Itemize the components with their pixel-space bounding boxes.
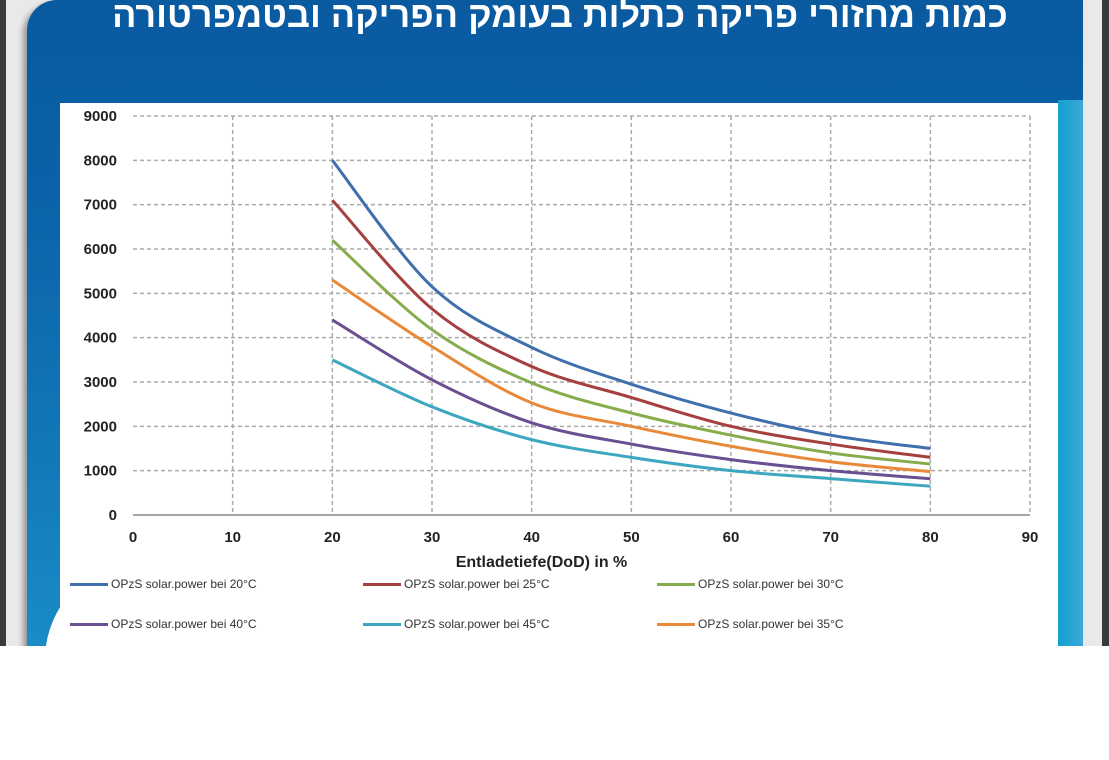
legend-swatch bbox=[363, 622, 401, 626]
y-tick-label: 2000 bbox=[84, 418, 117, 435]
y-tick-label: 6000 bbox=[84, 241, 117, 258]
x-tick-label: 60 bbox=[723, 529, 740, 546]
legend-label: OPzS solar.power bei 35°C bbox=[698, 617, 844, 631]
chart: 0 1000 2000 3000 4000 5000 6000 7000 8000 9000 0 10… bbox=[60, 103, 1058, 646]
legend-swatch bbox=[657, 582, 695, 586]
series-line-5 bbox=[331, 278, 931, 474]
legend-swatch bbox=[70, 622, 108, 626]
chart-plot: 0 1000 2000 3000 4000 5000 6000 7000 8000 9000 0 10… bbox=[84, 108, 1039, 571]
legend-label: OPzS solar.power bei 40°C bbox=[111, 617, 257, 631]
legend-label: OPzS solar.power bei 30°C bbox=[698, 577, 844, 591]
y-tick-label: 8000 bbox=[84, 152, 117, 169]
legend-item: OPzS solar.power bei 25°C bbox=[363, 577, 550, 591]
x-tick-label: 50 bbox=[623, 529, 640, 546]
legend-swatch bbox=[70, 582, 108, 586]
y-tick-label: 0 bbox=[109, 507, 117, 524]
x-tick-label: 0 bbox=[129, 529, 137, 546]
bottom-area bbox=[0, 646, 1109, 680]
y-tick-label: 3000 bbox=[84, 374, 117, 391]
series-line-2 bbox=[331, 239, 931, 466]
legend-label: OPzS solar.power bei 20°C bbox=[111, 577, 257, 591]
x-tick-label: 80 bbox=[922, 529, 939, 546]
y-tick-label: 5000 bbox=[84, 285, 117, 302]
legend-label: OPzS solar.power bei 25°C bbox=[404, 577, 550, 591]
x-axis-label: Entladetiefe(DoD) in % bbox=[456, 554, 628, 571]
legend-swatch bbox=[657, 622, 695, 626]
legend-item: OPzS solar.power bei 30°C bbox=[657, 577, 844, 591]
series-line-4 bbox=[331, 358, 931, 488]
x-tick-label: 20 bbox=[324, 529, 341, 546]
slide-title: כמות מחזורי פריקה כתלות בעומק הפריקה ובט… bbox=[112, 0, 1008, 35]
legend-item: OPzS solar.power bei 45°C bbox=[363, 617, 550, 631]
y-tick-label: 7000 bbox=[84, 197, 117, 214]
x-tick-label: 90 bbox=[1022, 529, 1039, 546]
legend-item: OPzS solar.power bei 20°C bbox=[70, 577, 257, 591]
frame-left-border bbox=[0, 0, 6, 646]
legend-item: OPzS solar.power bei 40°C bbox=[70, 617, 257, 631]
legend-label: OPzS solar.power bei 45°C bbox=[404, 617, 550, 631]
frame-right-border bbox=[1102, 0, 1109, 646]
x-tick-label: 70 bbox=[822, 529, 839, 546]
x-tick-label: 10 bbox=[224, 529, 241, 546]
legend-swatch bbox=[363, 582, 401, 586]
panel-accent bbox=[1058, 100, 1083, 646]
y-tick-label: 9000 bbox=[84, 108, 117, 125]
legend-item: OPzS solar.power bei 35°C bbox=[657, 617, 844, 631]
y-tick-label: 4000 bbox=[84, 330, 117, 347]
series-line-0 bbox=[331, 159, 931, 450]
series-line-1 bbox=[331, 199, 931, 459]
x-tick-label: 30 bbox=[424, 529, 441, 546]
y-tick-label: 1000 bbox=[84, 463, 117, 480]
x-tick-label: 40 bbox=[523, 529, 540, 546]
series-line-3 bbox=[331, 318, 931, 481]
